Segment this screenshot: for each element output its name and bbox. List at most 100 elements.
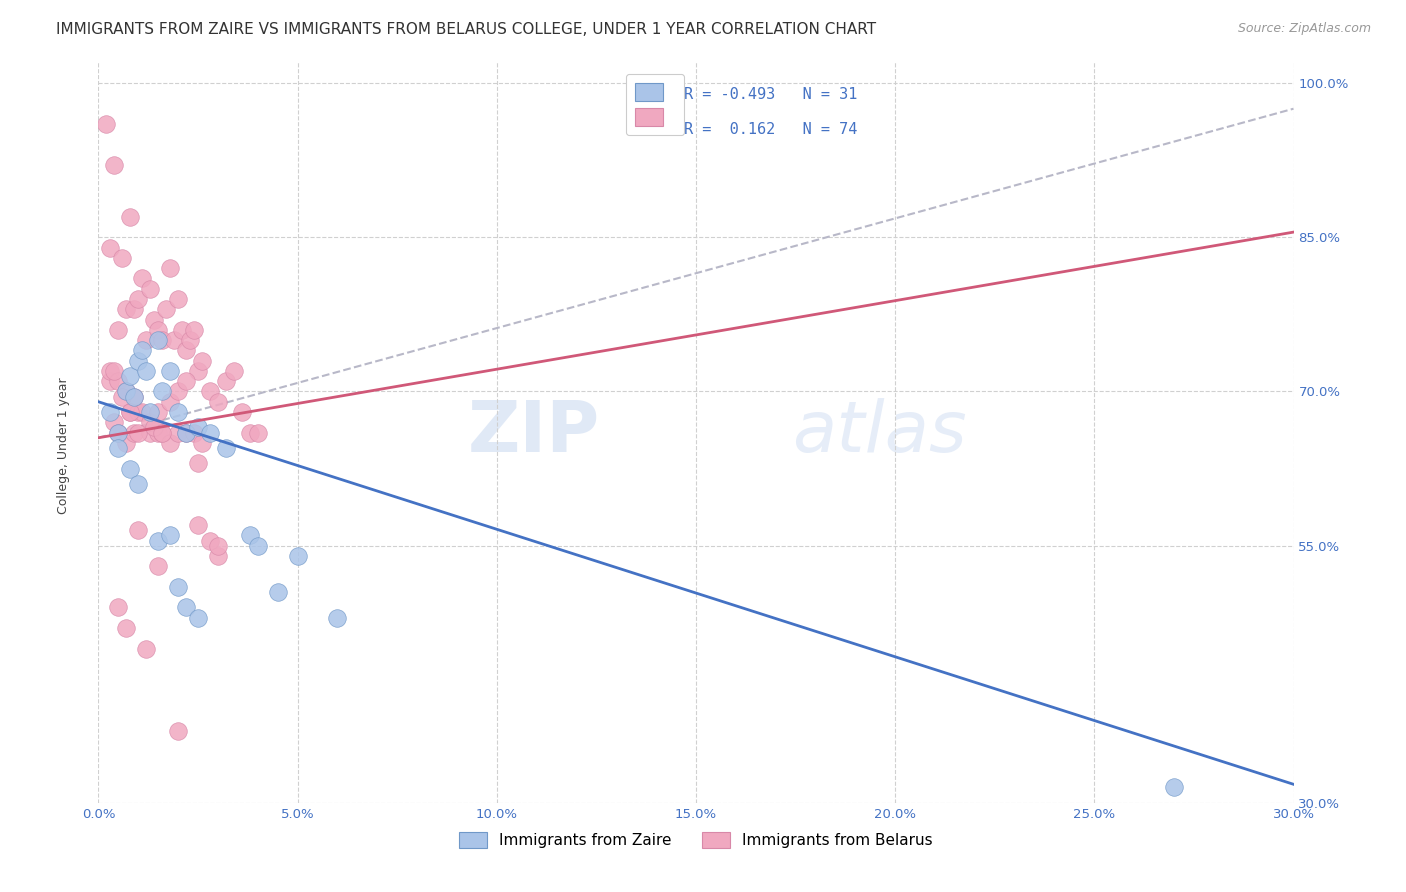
Point xyxy=(179,333,201,347)
Point xyxy=(215,374,238,388)
Point xyxy=(207,394,229,409)
Point xyxy=(148,333,170,347)
Point xyxy=(131,271,153,285)
Point xyxy=(167,580,190,594)
Point xyxy=(159,261,181,276)
Text: ZIP: ZIP xyxy=(468,398,600,467)
Point xyxy=(267,585,290,599)
Point xyxy=(120,210,142,224)
Point xyxy=(107,441,129,455)
Point xyxy=(148,323,170,337)
Point xyxy=(143,420,166,434)
Point xyxy=(174,425,197,440)
Point xyxy=(98,374,122,388)
Point xyxy=(215,441,238,455)
Text: R = -0.493   N = 31: R = -0.493 N = 31 xyxy=(685,87,858,102)
Point xyxy=(120,369,142,384)
Point xyxy=(239,528,262,542)
Point xyxy=(1163,780,1185,795)
Text: Source: ZipAtlas.com: Source: ZipAtlas.com xyxy=(1237,22,1371,36)
Point xyxy=(159,436,181,450)
Point xyxy=(172,323,194,337)
Point xyxy=(198,425,221,440)
Point xyxy=(127,292,149,306)
Point xyxy=(115,436,138,450)
Point xyxy=(127,353,149,368)
Text: atlas: atlas xyxy=(792,398,966,467)
Point xyxy=(107,323,129,337)
Point xyxy=(150,384,173,399)
Point xyxy=(96,117,118,131)
Point xyxy=(127,405,149,419)
Point xyxy=(183,323,205,337)
Point xyxy=(115,384,138,399)
Point xyxy=(159,364,181,378)
Point xyxy=(187,611,209,625)
Point xyxy=(246,425,269,440)
Point xyxy=(124,425,146,440)
Point xyxy=(107,374,129,388)
Point xyxy=(187,518,209,533)
Point xyxy=(139,415,162,429)
Point xyxy=(107,425,129,440)
Point xyxy=(246,539,269,553)
Point xyxy=(143,312,166,326)
Point xyxy=(167,384,190,399)
Text: R =  0.162   N = 74: R = 0.162 N = 74 xyxy=(685,121,858,136)
Point xyxy=(159,394,181,409)
Point xyxy=(115,302,138,317)
Point xyxy=(103,158,125,172)
Text: IMMIGRANTS FROM ZAIRE VS IMMIGRANTS FROM BELARUS COLLEGE, UNDER 1 YEAR CORRELATI: IMMIGRANTS FROM ZAIRE VS IMMIGRANTS FROM… xyxy=(56,22,876,37)
Point xyxy=(174,425,197,440)
Point xyxy=(135,333,157,347)
Point xyxy=(150,425,173,440)
Point xyxy=(167,292,190,306)
Point xyxy=(103,364,125,378)
Point xyxy=(287,549,309,563)
Legend: Immigrants from Zaire, Immigrants from Belarus: Immigrants from Zaire, Immigrants from B… xyxy=(453,826,939,855)
Point xyxy=(139,282,162,296)
Point xyxy=(239,425,262,440)
Point xyxy=(187,420,209,434)
Point xyxy=(187,457,209,471)
Point xyxy=(98,405,122,419)
Point xyxy=(127,477,149,491)
Point xyxy=(231,405,253,419)
Point xyxy=(191,353,214,368)
Point xyxy=(107,600,129,615)
Point xyxy=(155,302,177,317)
Point xyxy=(107,425,129,440)
Point xyxy=(187,364,209,378)
Point xyxy=(150,425,173,440)
Point xyxy=(174,374,197,388)
Point xyxy=(148,405,170,419)
Point xyxy=(167,405,190,419)
Point xyxy=(167,723,190,738)
Point xyxy=(131,405,153,419)
Point xyxy=(222,364,245,378)
Point xyxy=(127,425,149,440)
Point xyxy=(191,436,214,450)
Point xyxy=(127,524,149,538)
Point xyxy=(183,425,205,440)
Point xyxy=(124,302,146,317)
Point xyxy=(120,405,142,419)
Point xyxy=(98,364,122,378)
Point xyxy=(148,559,170,574)
Point xyxy=(124,390,146,404)
Point xyxy=(163,333,186,347)
Text: College, Under 1 year: College, Under 1 year xyxy=(56,377,70,515)
Point xyxy=(174,600,197,615)
Point xyxy=(120,461,142,475)
Point xyxy=(159,528,181,542)
Point xyxy=(150,333,173,347)
Point xyxy=(167,425,190,440)
Point xyxy=(198,384,221,399)
Point xyxy=(139,405,162,419)
Point xyxy=(120,405,142,419)
Point xyxy=(103,415,125,429)
Point xyxy=(174,343,197,358)
Point xyxy=(326,611,349,625)
Point xyxy=(98,240,122,255)
Point xyxy=(124,390,146,404)
